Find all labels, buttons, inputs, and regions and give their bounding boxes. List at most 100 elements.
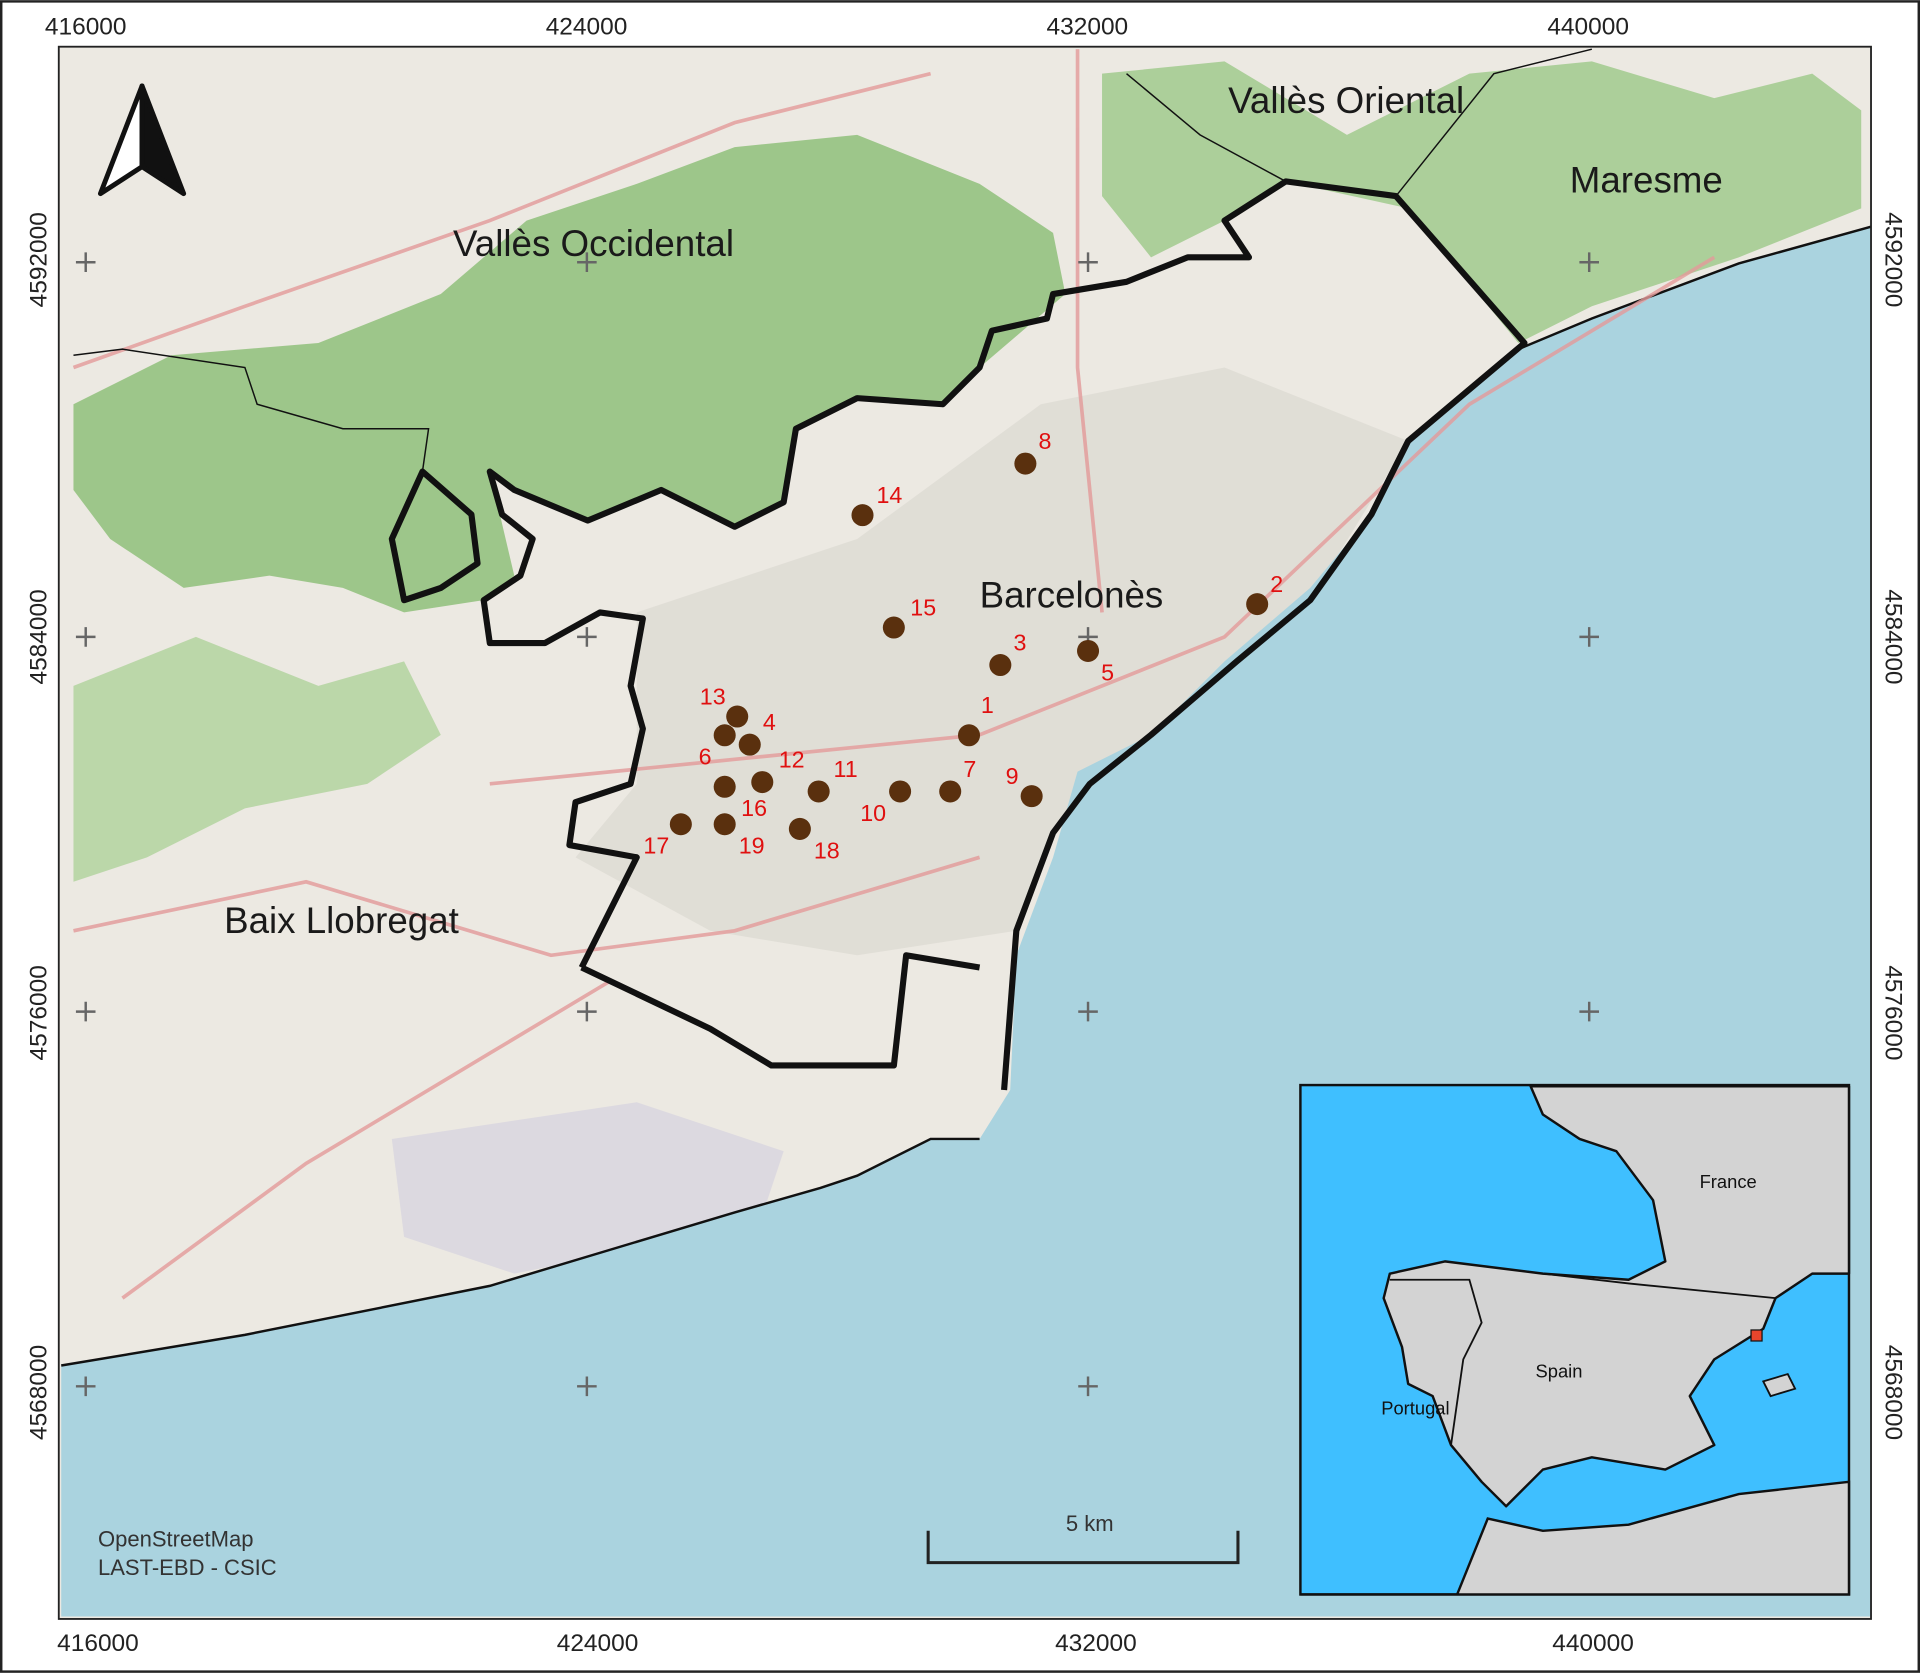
inset-label-france: France [1700,1171,1757,1192]
grid-cross [577,627,597,647]
grid-cross [75,1376,96,1397]
region-label-maresme: Maresme [1570,159,1723,200]
grid-cross [577,252,597,273]
easting-labels-top: 416000 424000 432000 440000 [45,13,1629,40]
site-label-19: 19 [739,833,765,859]
inset-label-portugal: Portugal [1381,1397,1449,1418]
site-label-11: 11 [834,756,858,782]
forest-area [73,134,1066,613]
grid-crosses [75,252,1599,1397]
inset-locator-map: France Spain Portugal [1299,1083,1851,1596]
site-label-1: 1 [981,692,994,718]
inset-north-africa [1300,1480,1851,1596]
coastline [61,225,1872,1367]
inset-label-spain: Spain [1536,1361,1583,1382]
grid-cross [577,1376,597,1397]
easting-label: 440000 [1547,13,1629,40]
site-label-6: 6 [699,744,712,770]
site-label-5: 5 [1101,659,1114,685]
northing-label: 4568000 [26,1345,53,1440]
site-label-10: 10 [860,800,886,826]
site-marker-9 [1020,785,1043,808]
grid-cross [75,252,96,273]
grid-cross [1078,252,1098,273]
site-marker-2 [1246,593,1269,616]
site-marker-16 [713,775,736,798]
site-marker-18 [788,817,811,840]
easting-label: 424000 [546,13,628,40]
site-marker-19 [713,813,736,836]
grid-cross [1078,1376,1098,1397]
northing-labels-right: 4592000 4584000 4576000 4568000 [1880,212,1907,1440]
site-marker-15 [882,616,905,639]
region-label-barcelones: Barcelonès [980,575,1164,616]
inset-borders [1389,1272,1776,1446]
northing-label: 4576000 [26,965,53,1060]
northing-label: 4592000 [1880,212,1907,307]
site-label-15: 15 [910,594,936,620]
site-marker-1 [957,724,981,747]
grid-cross [1078,1001,1098,1022]
northing-label: 4584000 [26,589,53,684]
site-label-9: 9 [1006,763,1019,789]
northing-labels-left: 4592000 4584000 4576000 4568000 [26,212,53,1440]
site-label-2: 2 [1270,571,1283,597]
grid-cross [1579,1001,1599,1022]
inset-balearic [1761,1372,1797,1398]
region-label-valles-oriental: Vallès Oriental [1228,80,1464,121]
grid-cross [1579,252,1599,273]
site-label-18: 18 [814,837,840,863]
region-labels: Vallès Oriental Maresme Vallès Occidenta… [224,80,1723,941]
roads [72,49,1716,1300]
district-boundary [388,178,1528,1091]
site-marker-11 [807,780,830,803]
grid-cross [75,627,96,647]
scale-bar-label: 5 km [1066,1511,1114,1536]
forest-area [1102,61,1862,344]
site-label-3: 3 [1013,629,1026,655]
site-marker-13 [726,705,749,728]
attribution: OpenStreetMap LAST-EBD - CSIC [98,1527,277,1580]
attribution-lab: LAST-EBD - CSIC [98,1555,277,1580]
site-label-17: 17 [643,833,669,859]
forest-area [73,636,441,882]
site-label-8: 8 [1039,428,1052,454]
site-marker-4 [738,733,761,756]
easting-label: 424000 [557,1630,639,1657]
region-label-baix-llobregat: Baix Llobregat [224,900,459,941]
easting-label: 432000 [1047,13,1129,40]
site-marker-12 [751,771,774,794]
site-label-16: 16 [741,795,767,821]
grid-cross [75,1001,96,1022]
easting-label: 432000 [1055,1630,1137,1657]
northing-label: 4576000 [1880,965,1907,1060]
north-arrow-icon [97,83,187,197]
grid-cross [1579,627,1599,647]
site-marker-3 [989,653,1012,677]
region-label-valles-occidental: Vallès Occidental [453,223,734,264]
northing-label: 4568000 [1880,1345,1907,1440]
site-marker-10 [889,780,912,803]
site-marker-8 [1014,452,1037,475]
easting-labels-bottom: 416000 424000 432000 440000 [57,1630,1634,1657]
inset-study-area-marker [1750,1329,1763,1342]
site-marker-5 [1077,639,1100,662]
site-label-12: 12 [779,746,805,772]
easting-label: 416000 [45,13,127,40]
easting-label: 416000 [57,1630,139,1657]
grid-cross [577,1001,597,1022]
scale-bar: 5 km [926,1511,1240,1565]
site-marker-6 [713,724,736,747]
northing-label: 4592000 [26,212,53,307]
site-label-14: 14 [877,482,903,508]
site-marker-7 [939,780,962,803]
site-label-13: 13 [700,683,726,709]
site-marker-14 [851,504,874,527]
northing-label: 4584000 [1880,589,1907,684]
attribution-osm: OpenStreetMap [98,1527,254,1552]
easting-label: 440000 [1552,1630,1634,1657]
site-marker-17 [669,813,692,836]
